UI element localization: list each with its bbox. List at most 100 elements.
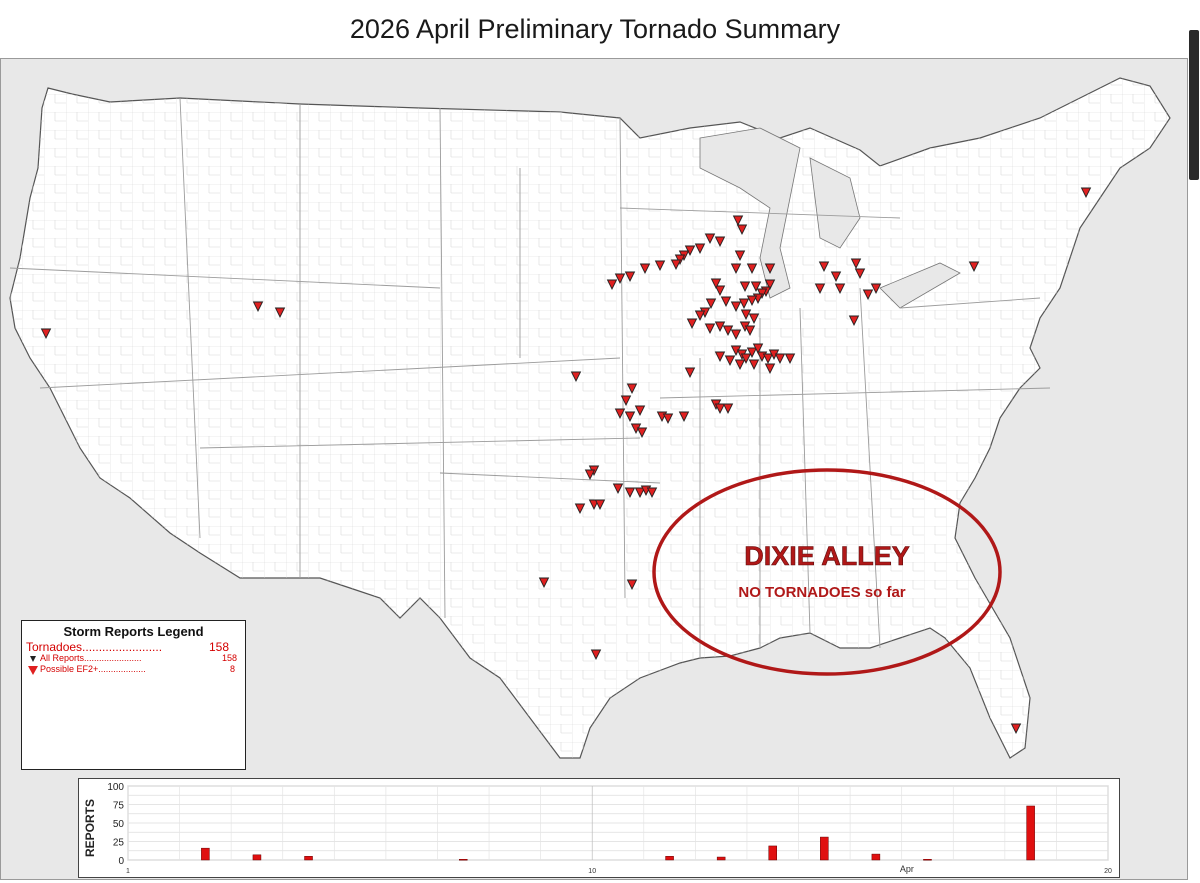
page-title: 2026 April Preliminary Tornado Summary [349,14,841,44]
tornado-marker[interactable] [750,281,762,293]
tornado-marker[interactable] [674,254,686,266]
tornado-marker[interactable] [764,363,776,375]
tornado-marker[interactable] [684,367,696,379]
tornado-marker[interactable] [646,487,658,499]
tornado-marker[interactable] [614,273,626,285]
chart-ytick-label: 0 [118,856,124,867]
tornado-marker[interactable] [624,487,636,499]
tornado-marker[interactable] [1010,723,1022,735]
tornado-marker[interactable] [626,383,638,395]
tornado-marker[interactable] [624,411,636,423]
tornado-marker[interactable] [654,260,666,272]
tornado-marker[interactable] [774,353,786,365]
tornado-marker[interactable] [734,359,746,371]
tornado-marker[interactable] [746,295,758,307]
chart-bar [459,859,468,861]
tornado-marker[interactable] [714,351,726,363]
tornado-marker[interactable] [538,577,550,589]
tornado-marker[interactable] [620,395,632,407]
tornado-marker[interactable] [714,321,726,333]
tornado-marker[interactable] [720,296,732,308]
tornado-marker[interactable] [848,315,860,327]
tornado-marker[interactable] [570,371,582,383]
tornado-marker[interactable] [724,355,736,367]
tornado-marker[interactable] [574,503,586,515]
tornado-marker[interactable] [710,278,722,290]
tornado-marker[interactable] [636,427,648,439]
tornado-marker[interactable] [606,279,618,291]
tornado-marker[interactable] [732,215,744,227]
tornado-marker[interactable] [634,487,646,499]
tornado-marker[interactable] [662,413,674,425]
tornado-marker[interactable] [694,310,706,322]
tornado-marker[interactable] [694,243,706,255]
tornado-marker[interactable] [730,301,742,313]
tornado-marker[interactable] [40,328,52,340]
tornado-marker[interactable] [714,403,726,415]
tornado-marker[interactable] [748,359,760,371]
chart-bar [871,853,881,861]
tornado-marker[interactable] [670,259,682,271]
tornado-marker[interactable] [686,318,698,330]
tornado-marker[interactable] [684,245,696,257]
tornado-marker[interactable] [614,408,626,420]
tornado-marker[interactable] [756,288,768,300]
tornado-marker[interactable] [714,285,726,297]
tornado-marker[interactable] [834,283,846,295]
tornado-marker[interactable] [736,224,748,236]
chart-ytick-label: 50 [113,819,125,830]
tornado-marker[interactable] [784,353,796,365]
tornado-marker[interactable] [639,263,651,275]
tornado-marker[interactable] [714,236,726,248]
tornado-marker[interactable] [594,499,606,511]
tornado-marker[interactable] [862,289,874,301]
tornado-marker[interactable] [748,313,760,325]
tornado-marker[interactable] [764,279,776,291]
tornado-marker[interactable] [734,250,746,262]
tornado-marker[interactable] [830,271,842,283]
tornado-marker[interactable] [1080,187,1092,199]
tornado-marker[interactable] [590,649,602,661]
tornado-marker[interactable] [252,301,264,313]
tornado-marker[interactable] [626,579,638,591]
chart-bar [923,859,932,861]
tornado-marker[interactable] [739,281,751,293]
tornado-marker[interactable] [612,483,624,495]
tornado-marker[interactable] [704,233,716,245]
tornado-marker[interactable] [730,329,742,341]
tornado-marker[interactable] [746,347,758,359]
tornado-marker[interactable] [744,325,756,337]
tornado-marker[interactable] [870,283,882,295]
tornado-marker[interactable] [634,405,646,417]
tornado-marker[interactable] [814,283,826,295]
tornado-marker[interactable] [722,325,734,337]
chart-ytick-label: 25 [113,838,125,849]
tornado-marker[interactable] [274,307,286,319]
tornado-marker[interactable] [740,353,752,365]
chart-bar [716,856,726,861]
great-lakes [699,127,961,309]
tornado-marker[interactable] [850,258,862,270]
tornado-marker[interactable] [738,298,750,310]
tornado-marker[interactable] [705,298,717,310]
tornado-marker[interactable] [752,343,764,355]
chart-bar [820,836,829,861]
tornado-marker[interactable] [730,263,742,275]
tornado-marker[interactable] [762,353,774,365]
tornado-marker[interactable] [740,309,752,321]
tornado-marker[interactable] [818,261,830,273]
storm-reports-legend: Storm Reports Legend Tornadoes..........… [21,620,246,770]
chart-bar [201,847,210,861]
tornado-marker[interactable] [584,469,596,481]
us-map[interactable]: DIXIE ALLEY NO TORNADOES so far [0,58,1188,778]
tornado-marker[interactable] [722,403,734,415]
tornado-marker[interactable] [678,411,690,423]
scrollbar-thumb[interactable] [1189,30,1199,180]
tornado-marker[interactable] [968,261,980,273]
tornado-marker[interactable] [624,271,636,283]
chart-ylabel: REPORTS [83,799,97,857]
tornado-marker[interactable] [746,263,758,275]
tornado-marker[interactable] [854,268,866,280]
tornado-marker[interactable] [704,323,716,335]
tornado-marker[interactable] [764,263,776,275]
